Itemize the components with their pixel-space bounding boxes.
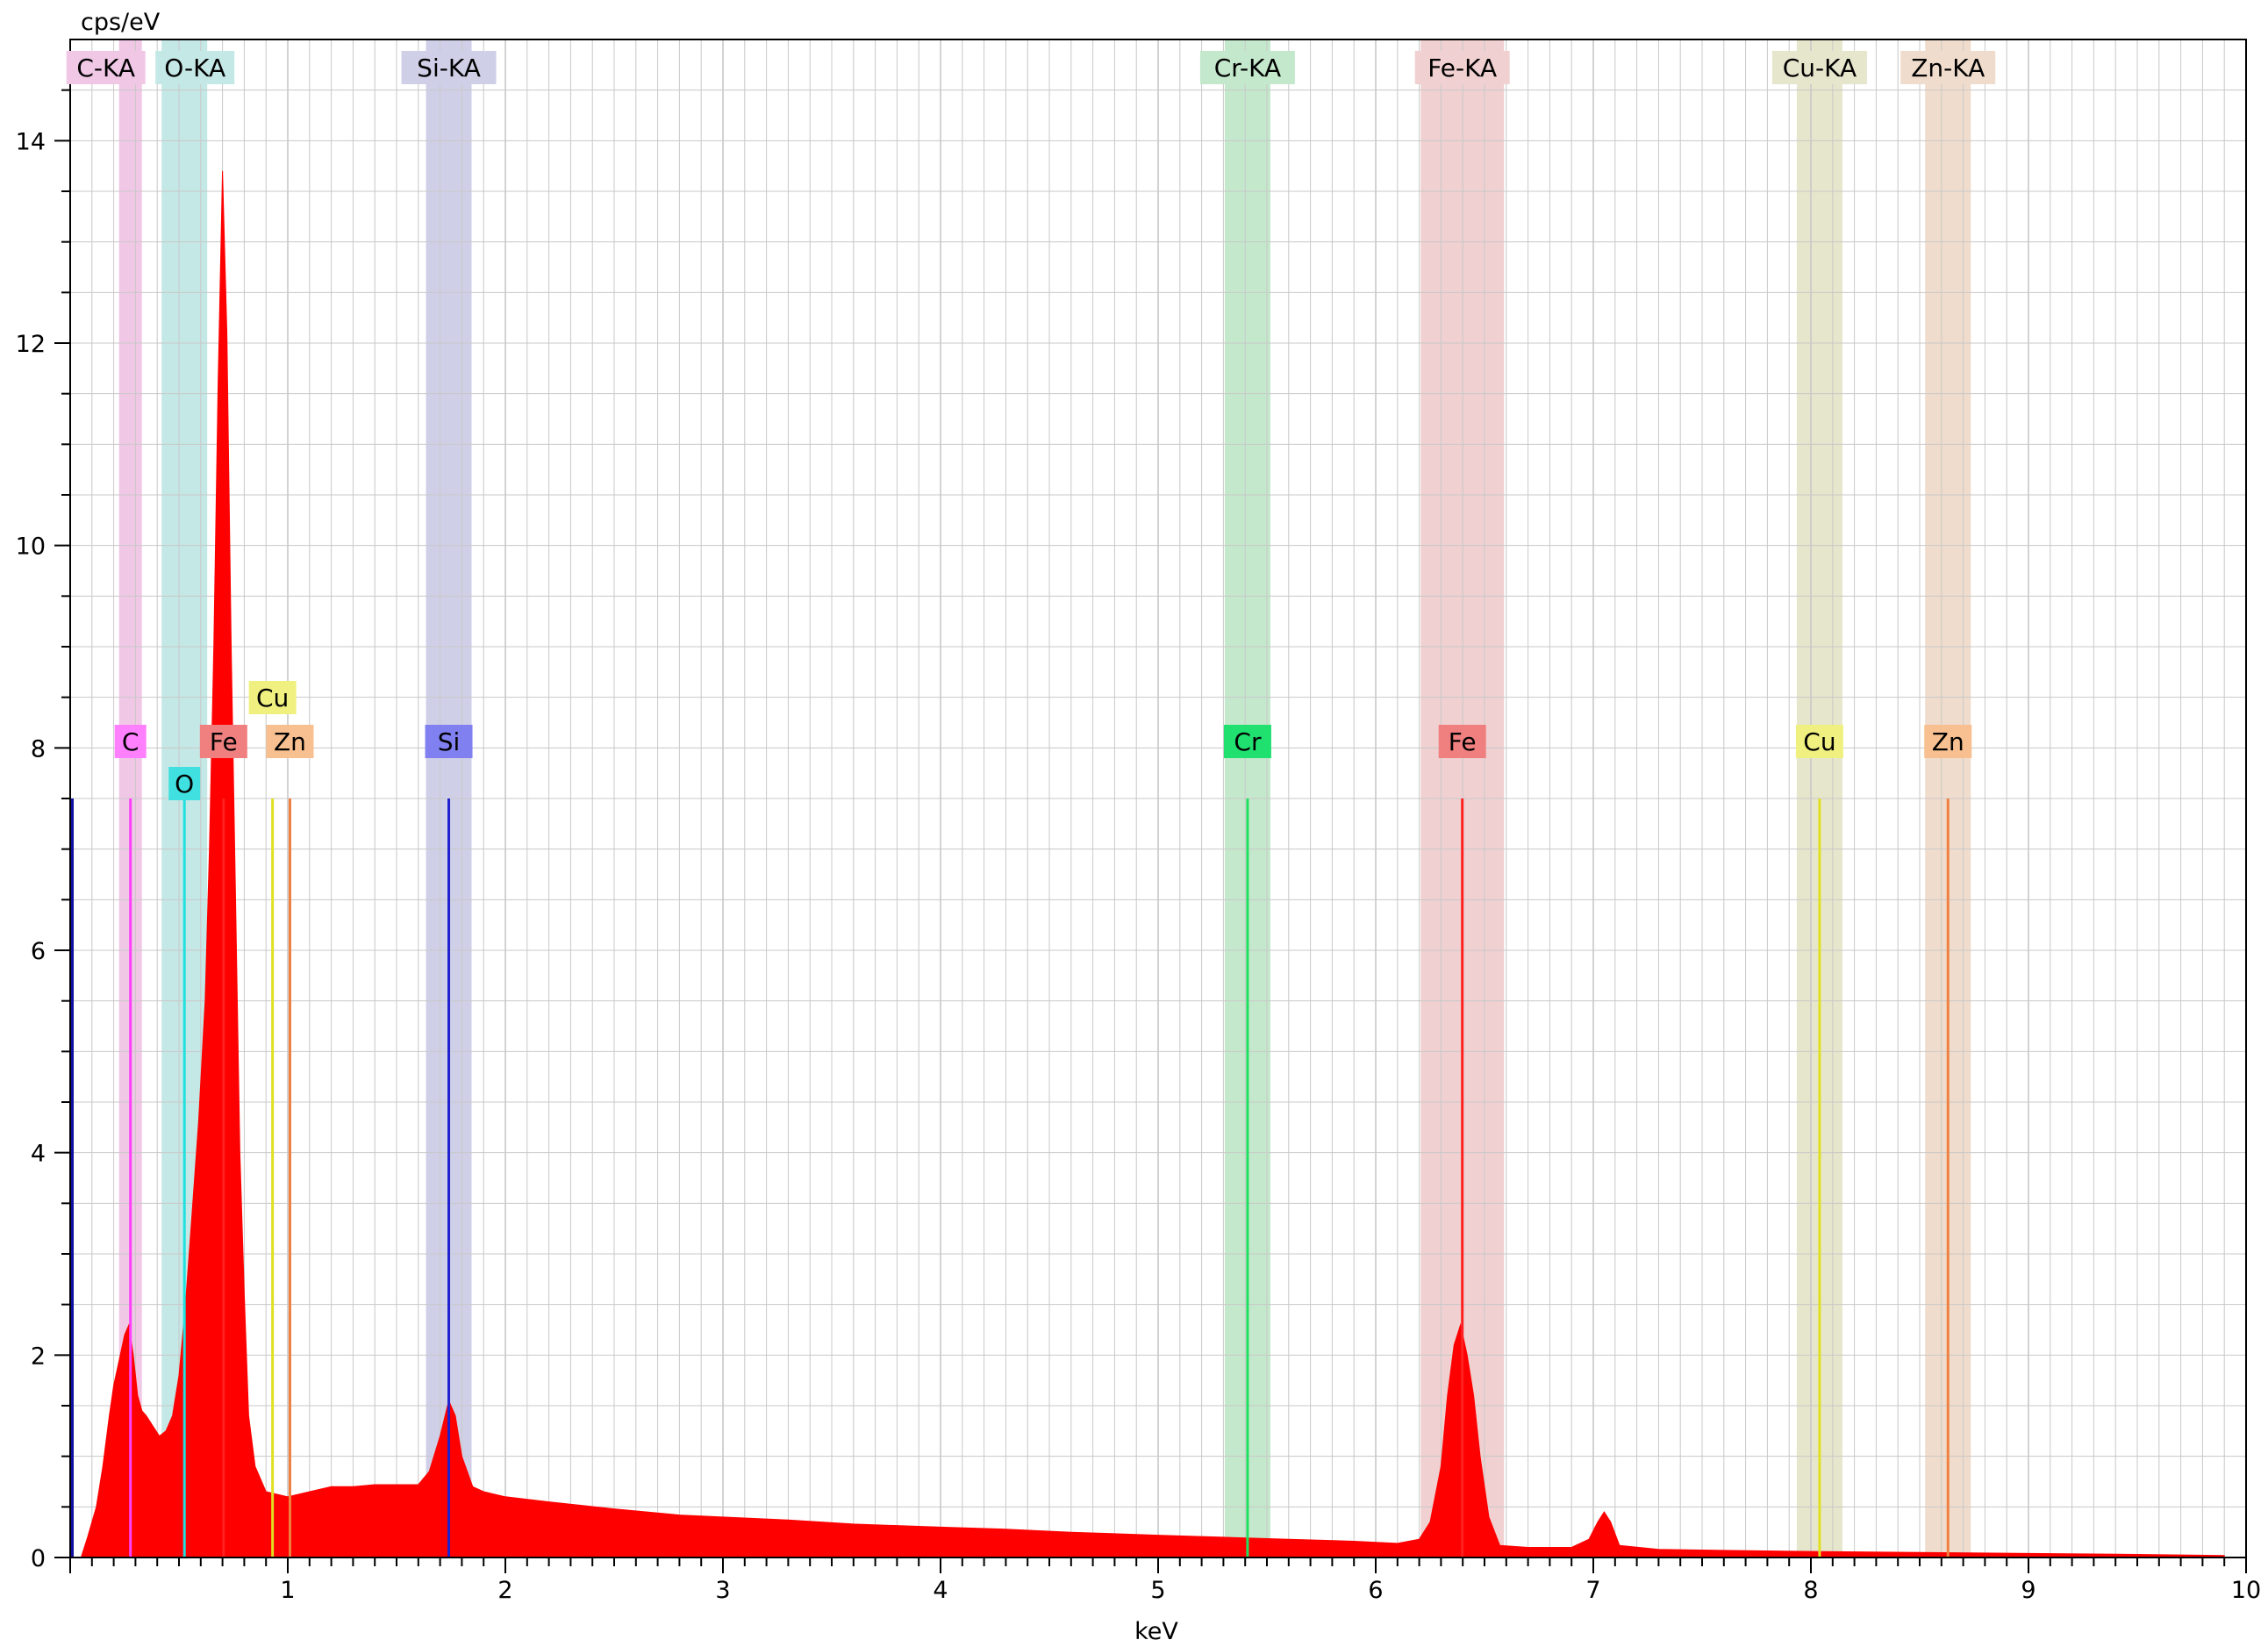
band-label-cr: Cr-KA [1214,54,1281,82]
marker-label-zn: Zn [1932,727,1964,756]
band-label-cu-box [1771,51,1867,84]
grid [70,39,2246,1557]
band-label-fe: Fe-KA [1427,54,1497,82]
x-tick-label: 5 [1150,1577,1165,1604]
marker-label-si-box [425,725,473,758]
marker-label-cu-box [1795,725,1843,758]
l-line-label-fe-box [199,725,247,758]
l-line-label-fe: Fe [210,727,238,756]
spectrum [80,170,2225,1558]
band-label-cu: Cu-KA [1783,54,1857,82]
marker-label-cr-box [1223,725,1271,758]
band-label-o: O-KA [164,54,225,82]
band-label-c: C-KA [76,54,135,82]
band-label-si: Si-KA [417,54,481,82]
marker-label-o-box [168,767,201,800]
band-label-fe-box [1414,51,1510,84]
y-tick-label: 2 [31,1343,46,1370]
l-line-label-zn-box [266,725,314,758]
l-line-label-cu-box [248,681,297,714]
band-label-zn-box [1900,51,1996,84]
element-labels: C-KA O-KA Si-KA Cr-KA Fe-KA Cu-KA Zn-KA C O Si Cr F… [66,51,1996,800]
marker-label-zn-box [1924,725,1972,758]
x-tick-label: 2 [497,1577,512,1604]
x-tick-label: 9 [2021,1577,2035,1604]
marker-label-o: O [175,770,194,798]
y-tick-label: 0 [31,1545,46,1572]
y-tick-label: 14 [16,128,46,155]
band-label-zn: Zn-KA [1911,54,1985,82]
y-tick-label: 6 [31,938,46,965]
x-tick-label: 7 [1585,1577,1600,1604]
marker-label-si: Si [438,727,461,756]
marker-label-fe: Fe [1449,727,1477,756]
marker-label-fe-box [1438,725,1486,758]
marker-label-cu: Cu [1803,727,1835,756]
band-label-cr-box [1199,51,1295,84]
x-tick-label: 8 [1803,1577,1818,1604]
marker-label-c-box [114,725,147,758]
marker-label-cr: Cr [1234,727,1262,756]
spectrum-area-0 [80,170,2225,1558]
y-tick-label: 10 [16,533,46,561]
y-tick-label: 12 [16,331,46,358]
band-label-c-box [66,51,146,84]
x-tick-label: 6 [1368,1577,1383,1604]
x-tick-label: 10 [2231,1577,2261,1604]
x-axis-label: keV [1134,1618,1178,1645]
y-axis-label: cps/eV [81,9,161,36]
x-tick-label: 3 [715,1577,730,1604]
band-label-o-box [155,51,235,84]
y-tick-label: 4 [31,1141,46,1168]
band-label-si-box [401,51,497,84]
x-tick-label: 1 [280,1577,295,1604]
l-line-label-cu: Cu [256,684,289,713]
x-tick-label: 4 [933,1577,948,1604]
l-line-label-zn: Zn [274,727,306,756]
marker-label-c: C [122,727,140,756]
y-tick-label: 8 [31,735,46,763]
element-marker-lines [70,798,1950,1557]
